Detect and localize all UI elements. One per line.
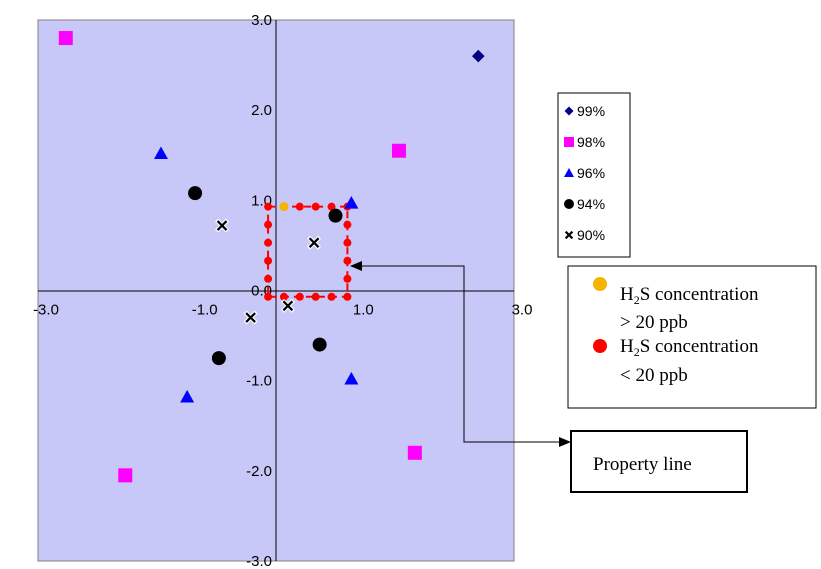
h2s-below-point	[343, 220, 352, 229]
point-90pct	[280, 298, 295, 313]
h2s-below-point	[343, 274, 352, 283]
h2s-below-point	[311, 202, 320, 211]
h2s-legend: H2S concentration > 20 ppb H2S concentra…	[567, 265, 817, 409]
h2s-below-point	[311, 292, 320, 301]
h2s-legend-box	[567, 265, 817, 409]
x-tick-label: -3.0	[33, 302, 59, 319]
h2s-above-marker	[593, 277, 607, 291]
y-tick-label: 3.0	[251, 12, 272, 29]
y-tick-label: -2.0	[246, 463, 272, 480]
h2s-above-line2: > 20 ppb	[620, 312, 688, 333]
legend-item: 99%	[564, 103, 605, 119]
callout-connector	[354, 265, 567, 443]
legend-marker-triangle	[564, 168, 574, 177]
h2s-below-point	[264, 220, 273, 229]
x-tick-label: -1.0	[192, 302, 218, 319]
h2s-below-point	[295, 202, 304, 211]
point-90pct-stroke-b	[216, 220, 228, 231]
series-96pct	[153, 146, 359, 403]
point-96pct	[180, 389, 195, 403]
point-94pct	[328, 208, 343, 223]
legend-item: 94%	[564, 196, 605, 212]
callout-box	[570, 430, 748, 493]
point-90pct-stroke-b	[282, 300, 294, 312]
legend-label: 98%	[577, 134, 605, 150]
h2s-below-point	[279, 292, 288, 301]
property-line-group	[264, 202, 352, 301]
property-line-rect	[267, 205, 349, 298]
h2s-above-point	[279, 202, 289, 212]
h2s-below-point	[264, 238, 273, 247]
h2s-below-point	[327, 202, 336, 211]
point-90pct-stroke-b	[245, 312, 256, 323]
callout-arrowhead-right	[559, 437, 571, 447]
h2s-below-marker	[593, 339, 607, 353]
x-tick-labels: -3.0 -1.0 1.0 3.0	[33, 302, 532, 319]
series-legend: 99% 98% 96% 94% 90%	[557, 92, 631, 258]
point-96pct	[153, 146, 168, 160]
h2s-below-point	[343, 256, 352, 265]
point-98pct	[407, 445, 422, 460]
legend-label: 96%	[577, 165, 605, 181]
legend-marker-x	[563, 229, 575, 241]
h2s-below-point	[264, 292, 273, 301]
point-99pct	[472, 49, 485, 63]
x-tick-label: 3.0	[512, 302, 533, 319]
h2s-below-line2: < 20 ppb	[620, 365, 688, 386]
point-96pct	[344, 196, 359, 209]
h2s-below-point	[264, 256, 273, 265]
h2s-below-line1: H2S concentration	[620, 336, 759, 359]
legend-label: 90%	[577, 227, 605, 243]
legend-label: 99%	[577, 103, 605, 119]
h2s-below-point	[343, 238, 352, 247]
h2s-below-point	[343, 292, 352, 301]
point-98pct	[391, 143, 406, 158]
point-94pct	[312, 337, 327, 352]
point-90pct	[243, 310, 258, 325]
series-99pct	[472, 49, 485, 63]
y-tick-labels: 3.02.01.00.0-1.0-2.0-3.0	[246, 12, 272, 569]
y-tick-label: -3.0	[246, 553, 272, 569]
legend-marker-x-stroke-b	[564, 230, 574, 240]
series-94pct	[188, 186, 343, 366]
point-90pct	[306, 235, 322, 250]
callout-arrowhead-left	[350, 261, 362, 271]
axes	[38, 20, 514, 561]
property-line-callout: Property line	[350, 261, 748, 493]
legend-item: 90%	[563, 227, 605, 243]
point-94pct	[188, 186, 203, 201]
point-96pct	[344, 371, 359, 385]
x-tick-label: 1.0	[353, 302, 374, 319]
legend-label: 94%	[577, 196, 605, 212]
point-90pct-stroke-b	[308, 237, 320, 248]
legend-marker-circle	[564, 199, 574, 209]
h2s-below-point	[264, 274, 273, 283]
point-98pct	[118, 468, 133, 483]
series-98pct	[58, 31, 422, 483]
legend-item: 98%	[564, 134, 605, 150]
h2s-below-point	[264, 202, 273, 211]
h2s-above-line1: H2S concentration	[620, 284, 759, 307]
series-group	[58, 31, 485, 483]
y-tick-label: 2.0	[251, 102, 272, 119]
legend-item: 96%	[564, 165, 605, 181]
point-94pct	[211, 351, 226, 366]
y-tick-label: -1.0	[246, 373, 272, 390]
legend-marker-square	[564, 137, 574, 147]
callout-label: Property line	[593, 454, 692, 475]
point-98pct	[58, 31, 73, 46]
h2s-below-point	[327, 292, 336, 301]
h2s-below-point	[295, 292, 304, 301]
series-90pct	[214, 218, 322, 325]
legend-marker-diamond	[564, 106, 574, 116]
point-90pct	[214, 218, 230, 233]
